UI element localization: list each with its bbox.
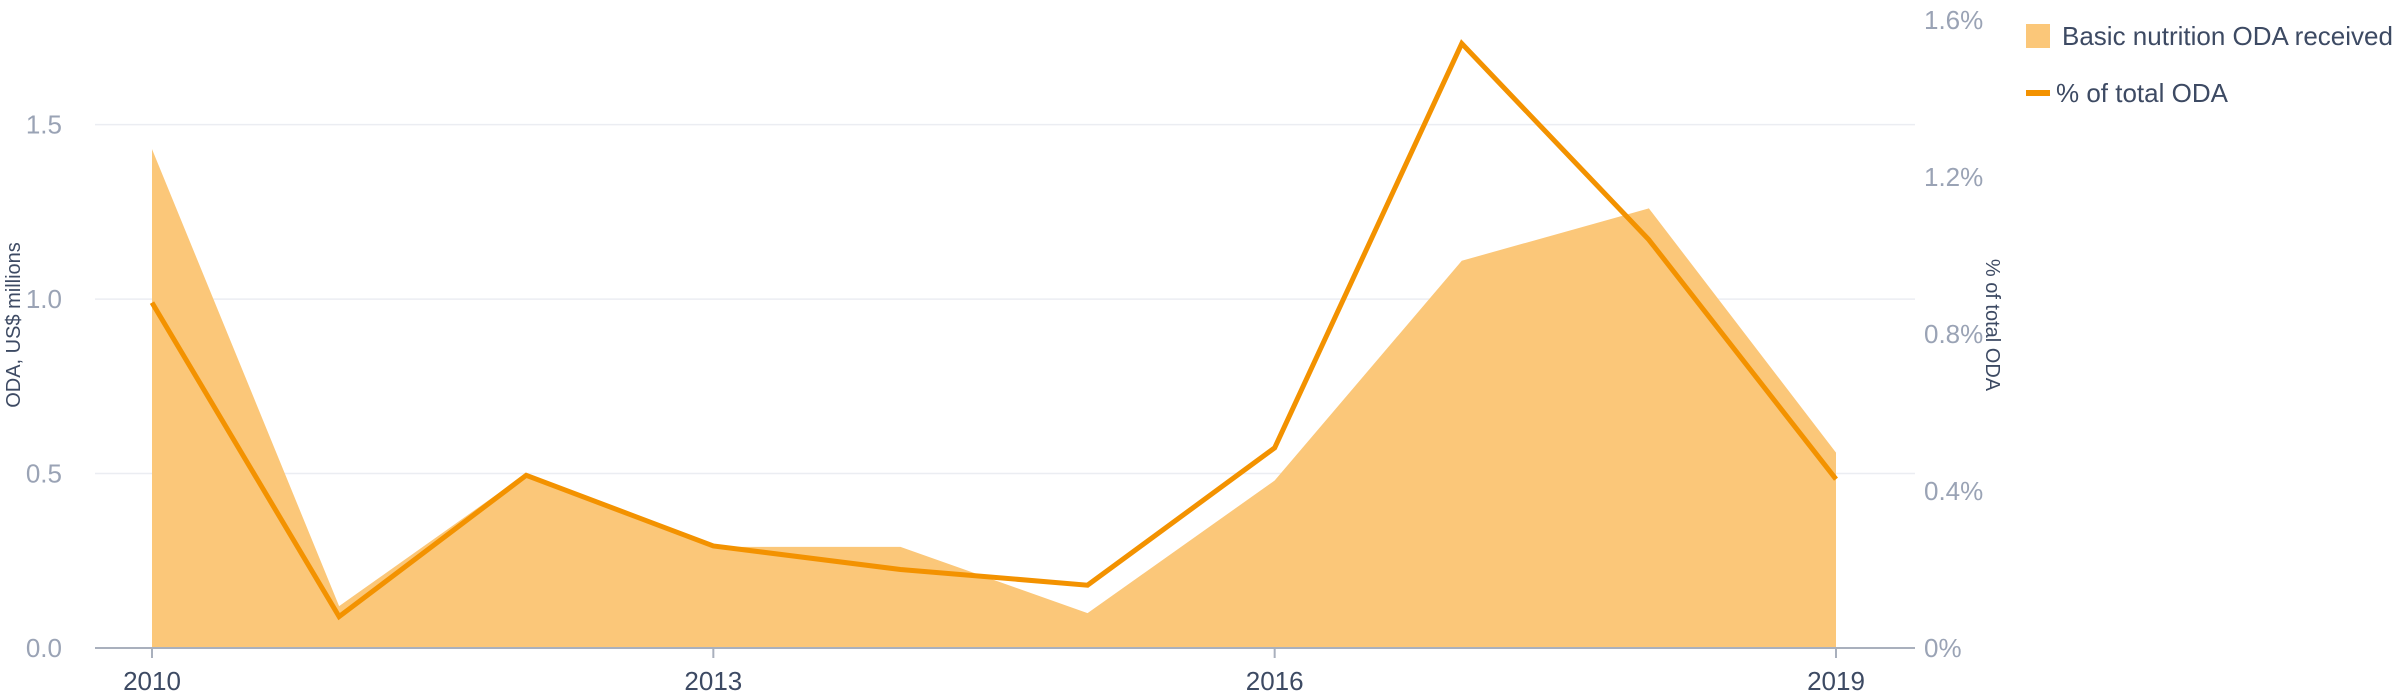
y-left-tick-label: 0.5 bbox=[26, 459, 62, 489]
x-tick-label: 2013 bbox=[684, 666, 742, 696]
y-axis-left-title: ODA, US$ millions bbox=[3, 242, 25, 408]
x-tick-label: 2010 bbox=[123, 666, 181, 696]
x-tick-label: 2016 bbox=[1246, 666, 1304, 696]
area-series-layer bbox=[151, 148, 1837, 649]
line-series-layer bbox=[149, 39, 1838, 621]
y-right-tick-label: 1.2% bbox=[1924, 162, 1983, 192]
legend: Basic nutrition ODA received % of total … bbox=[2026, 21, 2393, 108]
legend-item-area[interactable]: Basic nutrition ODA received bbox=[2026, 21, 2393, 51]
y-right-tick-label: 1.6% bbox=[1924, 5, 1983, 35]
y-right-tick-label: 0.4% bbox=[1924, 476, 1983, 506]
y-right-tick-label: 0% bbox=[1924, 633, 1962, 663]
y-left-tick-label: 0.0 bbox=[26, 633, 62, 663]
legend-item-line[interactable]: % of total ODA bbox=[2026, 78, 2229, 108]
y-left-tick-label: 1.0 bbox=[26, 284, 62, 314]
legend-label-line: % of total ODA bbox=[2056, 78, 2229, 108]
area-series-path bbox=[152, 149, 1836, 649]
y-left-tick-label: 1.5 bbox=[26, 110, 62, 140]
x-tick-label: 2019 bbox=[1807, 666, 1865, 696]
y-right-tick-label: 0.8% bbox=[1924, 319, 1983, 349]
axes: 0.0 0.5 1.0 1.5 0% 0.4% 0.8% 1.2% 1.6% 2010 2013 20… bbox=[26, 5, 1983, 696]
y-axis-right-title: % of total ODA bbox=[1981, 259, 2003, 392]
legend-label-area: Basic nutrition ODA received bbox=[2062, 21, 2393, 51]
line-series-path bbox=[149, 39, 1838, 621]
legend-swatch-area bbox=[2026, 24, 2050, 48]
